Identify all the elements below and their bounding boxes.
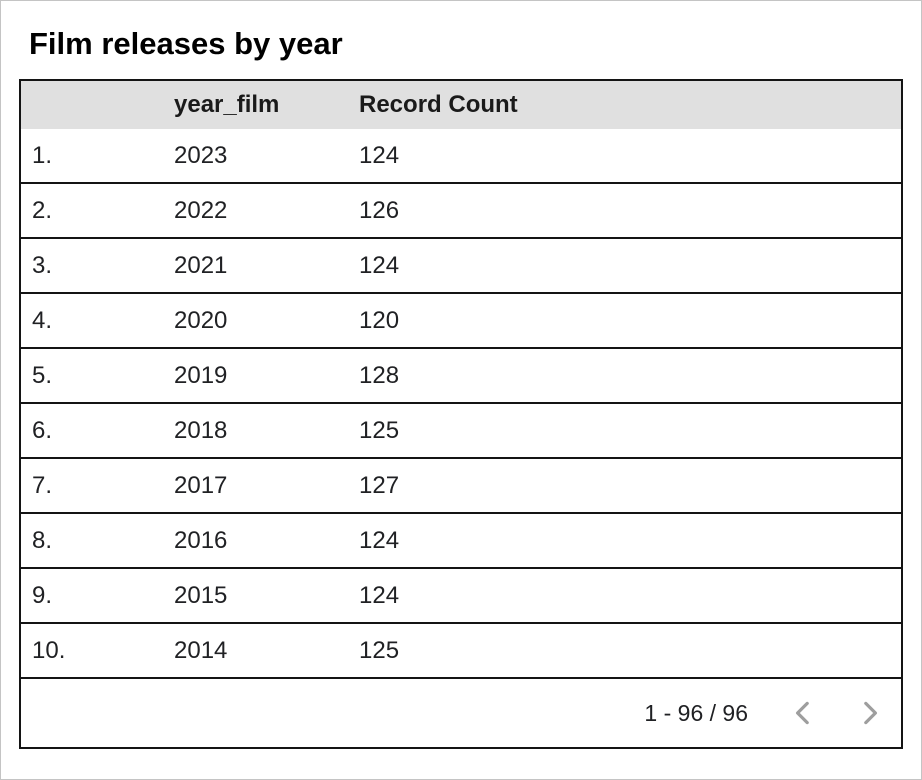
row-number-cell: 6. — [32, 416, 53, 444]
row-number-cell: 8. — [32, 526, 53, 554]
next-page-button[interactable] — [847, 689, 895, 737]
row-number-cell: 2. — [32, 196, 53, 224]
row-number-cell: 9. — [32, 581, 53, 609]
pagination-bar: 1 - 96 / 96 — [21, 677, 901, 747]
header-cell-year-film[interactable]: year_film — [174, 91, 280, 118]
record-count-cell: 124 — [359, 581, 400, 609]
chart-title: Film releases by year — [29, 26, 343, 61]
row-number-cell: 5. — [32, 361, 53, 389]
year-film-cell: 2022 — [174, 196, 228, 224]
year-film-cell: 2014 — [174, 636, 228, 664]
row-number-cell: 4. — [32, 306, 53, 334]
row-number-cell: 10. — [32, 636, 66, 664]
table-row: 10. 2014 125 — [21, 622, 901, 677]
table-row: 9. 2015 124 — [21, 567, 901, 622]
table-row: 2. 2022 126 — [21, 182, 901, 237]
year-film-cell: 2020 — [174, 306, 228, 334]
row-number-cell: 1. — [32, 141, 53, 169]
year-film-cell: 2017 — [174, 471, 228, 499]
table-row: 7. 2017 127 — [21, 457, 901, 512]
chevron-left-icon — [778, 689, 826, 737]
record-count-cell: 126 — [359, 196, 400, 224]
year-film-cell: 2018 — [174, 416, 228, 444]
record-count-cell: 127 — [359, 471, 400, 499]
record-count-cell: 124 — [359, 141, 400, 169]
record-count-cell: 128 — [359, 361, 400, 389]
table-row: 4. 2020 120 — [21, 292, 901, 347]
data-table: year_film Record Count 1. 2023 124 2. 20… — [19, 79, 903, 749]
table-row: 5. 2019 128 — [21, 347, 901, 402]
row-number-cell: 3. — [32, 251, 53, 279]
table-header-row: year_film Record Count — [21, 81, 901, 129]
record-count-cell: 125 — [359, 636, 400, 664]
table-row: 1. 2023 124 — [21, 129, 901, 182]
table-row: 8. 2016 124 — [21, 512, 901, 567]
table-row: 3. 2021 124 — [21, 237, 901, 292]
row-number-cell: 7. — [32, 471, 53, 499]
record-count-cell: 124 — [359, 251, 400, 279]
previous-page-button[interactable] — [778, 689, 826, 737]
table-row: 6. 2018 125 — [21, 402, 901, 457]
table-body: 1. 2023 124 2. 2022 126 3. 2021 124 4. 2… — [21, 129, 901, 677]
year-film-cell: 2019 — [174, 361, 228, 389]
header-cell-record-count[interactable]: Record Count — [359, 91, 518, 118]
record-count-cell: 124 — [359, 526, 400, 554]
year-film-cell: 2016 — [174, 526, 228, 554]
year-film-cell: 2023 — [174, 141, 228, 169]
year-film-cell: 2021 — [174, 251, 228, 279]
year-film-cell: 2015 — [174, 581, 228, 609]
record-count-cell: 125 — [359, 416, 400, 444]
pagination-range-label: 1 - 96 / 96 — [644, 699, 748, 726]
record-count-cell: 120 — [359, 306, 400, 334]
chevron-right-icon — [847, 689, 895, 737]
